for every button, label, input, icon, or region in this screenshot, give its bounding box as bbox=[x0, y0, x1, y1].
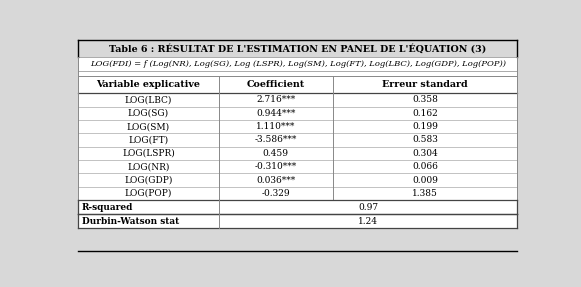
Bar bbox=[78, 120, 518, 133]
Bar bbox=[78, 187, 518, 200]
Text: 1.110***: 1.110*** bbox=[256, 122, 296, 131]
Bar bbox=[78, 214, 518, 228]
Text: LOG(SG): LOG(SG) bbox=[128, 109, 169, 118]
Text: 1.24: 1.24 bbox=[358, 217, 378, 226]
Bar bbox=[78, 200, 518, 214]
Bar bbox=[78, 160, 518, 173]
Text: 0.459: 0.459 bbox=[263, 149, 289, 158]
Text: 0.036***: 0.036*** bbox=[256, 176, 295, 185]
Text: 0.009: 0.009 bbox=[413, 176, 438, 185]
Text: R-squared: R-squared bbox=[81, 203, 133, 212]
Text: 0.97: 0.97 bbox=[358, 203, 378, 212]
Text: 0.944***: 0.944*** bbox=[256, 109, 296, 118]
Text: 0.162: 0.162 bbox=[413, 109, 438, 118]
Text: 0.066: 0.066 bbox=[413, 162, 438, 171]
Bar bbox=[78, 57, 518, 71]
Bar bbox=[78, 40, 518, 57]
Text: LOG(FDI) = f (Log(NR), Log(SG), Log (LSPR), Log(SM), Log(FT), Log(LBC), Log(GDP): LOG(FDI) = f (Log(NR), Log(SG), Log (LSP… bbox=[89, 60, 506, 68]
Bar bbox=[78, 107, 518, 120]
Text: Coefficient: Coefficient bbox=[247, 80, 305, 89]
Text: -0.310***: -0.310*** bbox=[254, 162, 297, 171]
Bar bbox=[78, 133, 518, 147]
Bar bbox=[78, 173, 518, 187]
Text: 0.304: 0.304 bbox=[413, 149, 438, 158]
Text: LOG(FT): LOG(FT) bbox=[128, 135, 168, 144]
Text: LOG(SM): LOG(SM) bbox=[127, 122, 170, 131]
Bar bbox=[78, 71, 518, 76]
Bar bbox=[78, 147, 518, 160]
Text: LOG(LBC): LOG(LBC) bbox=[125, 96, 172, 104]
Text: LOG(GDP): LOG(GDP) bbox=[124, 176, 173, 185]
Bar bbox=[78, 93, 518, 107]
Text: Durbin-Watson stat: Durbin-Watson stat bbox=[81, 217, 179, 226]
Text: LOG(LSPR): LOG(LSPR) bbox=[122, 149, 175, 158]
Text: LOG(NR): LOG(NR) bbox=[127, 162, 170, 171]
Bar bbox=[78, 76, 518, 93]
Text: LOG(POP): LOG(POP) bbox=[125, 189, 172, 198]
Text: -0.329: -0.329 bbox=[261, 189, 290, 198]
Text: Erreur standard: Erreur standard bbox=[382, 80, 468, 89]
Text: 0.199: 0.199 bbox=[413, 122, 438, 131]
Text: 0.583: 0.583 bbox=[413, 135, 438, 144]
Text: -3.586***: -3.586*** bbox=[254, 135, 297, 144]
Text: Table 6 : RÉSULTAT DE L'ESTIMATION EN PANEL DE L'ÉQUATION (3): Table 6 : RÉSULTAT DE L'ESTIMATION EN PA… bbox=[109, 44, 486, 54]
Text: Variable explicative: Variable explicative bbox=[96, 80, 200, 89]
Text: 2.716***: 2.716*** bbox=[256, 96, 295, 104]
Text: 0.358: 0.358 bbox=[413, 96, 438, 104]
Text: 1.385: 1.385 bbox=[413, 189, 438, 198]
